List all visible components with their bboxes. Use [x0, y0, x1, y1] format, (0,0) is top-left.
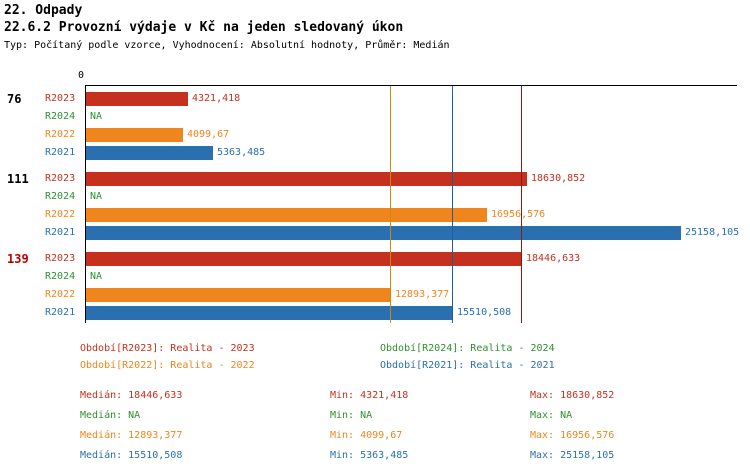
bar-value-label: 18630,852 [531, 173, 586, 184]
median-line-R2021 [452, 86, 453, 323]
stat-max: Max: 25158,105 [530, 450, 615, 461]
series-row-label: R2023 [45, 93, 76, 104]
chart-title: 22.6.2 Provozní výdaje v Kč na jeden sle… [4, 20, 404, 35]
stat-min: Min: 4099,67 [330, 430, 403, 441]
legend-item: Období[R2022]: Realita - 2022 [80, 360, 255, 371]
stat-min: Min: 5363,485 [330, 450, 409, 461]
series-row-label: R2022 [45, 209, 76, 220]
series-row-label: R2021 [45, 147, 76, 158]
stat-median: Medián: NA [80, 410, 141, 421]
stat-max: Max: 16956,576 [530, 430, 615, 441]
series-row-label: R2021 [45, 227, 76, 238]
group-label: 76 [7, 92, 22, 106]
stat-min: Min: NA [330, 410, 373, 421]
bar-value-label: 18446,633 [526, 253, 581, 264]
median-line-R2023 [521, 86, 522, 323]
legend-item: Období[R2024]: Realita - 2024 [380, 343, 555, 354]
legend-item: Období[R2021]: Realita - 2021 [380, 360, 555, 371]
stat-median: Medián: 15510,508 [80, 450, 183, 461]
bar-value-label: 4321,418 [192, 93, 241, 104]
y-axis-line [85, 85, 86, 323]
axis-zero-label: 0 [78, 70, 85, 81]
bar-R2022 [86, 208, 487, 222]
group-label: 111 [7, 172, 29, 186]
group-label: 139 [7, 252, 29, 266]
bar-R2022 [86, 288, 391, 302]
bar-value-label: NA [90, 191, 103, 202]
chart-meta: Typ: Počítaný podle vzorce, Vyhodnocení:… [4, 40, 450, 51]
bar-value-label: 12893,377 [395, 289, 450, 300]
bar-value-label: NA [90, 111, 103, 122]
series-row-label: R2021 [45, 307, 76, 318]
series-row-label: R2023 [45, 253, 76, 264]
series-row-label: R2024 [45, 271, 76, 282]
bar-value-label: 16956,576 [491, 209, 546, 220]
bar-value-label: 25158,105 [685, 227, 740, 238]
bar-R2023 [86, 172, 527, 186]
bar-value-label: 15510,508 [457, 307, 512, 318]
series-row-label: R2022 [45, 289, 76, 300]
bar-value-label: 5363,485 [217, 147, 266, 158]
bar-R2021 [86, 146, 213, 160]
stat-max: Max: 18630,852 [530, 390, 615, 401]
bar-R2021 [86, 226, 681, 240]
bar-R2021 [86, 306, 453, 320]
bar-R2022 [86, 128, 183, 142]
stat-median: Medián: 12893,377 [80, 430, 183, 441]
bar-R2023 [86, 92, 188, 106]
series-row-label: R2024 [45, 191, 76, 202]
series-row-label: R2023 [45, 173, 76, 184]
bar-value-label: 4099,67 [187, 129, 230, 140]
page-title: 22. Odpady [4, 3, 83, 18]
bar-R2023 [86, 252, 522, 266]
stat-min: Min: 4321,418 [330, 390, 409, 401]
median-line-R2022 [390, 86, 391, 323]
legend-item: Období[R2023]: Realita - 2023 [80, 343, 255, 354]
series-row-label: R2022 [45, 129, 76, 140]
series-row-label: R2024 [45, 111, 76, 122]
bar-value-label: NA [90, 271, 103, 282]
stat-median: Medián: 18446,633 [80, 390, 183, 401]
stat-max: Max: NA [530, 410, 573, 421]
x-axis-line [85, 85, 737, 86]
